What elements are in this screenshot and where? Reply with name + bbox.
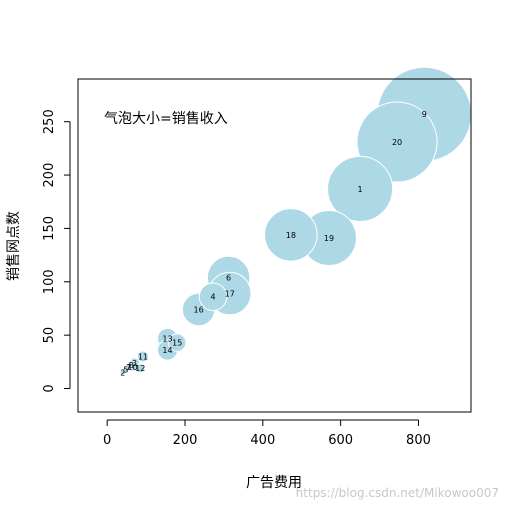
bubble-label-8: 8: [129, 361, 134, 370]
bubbles-layer: [119, 66, 472, 376]
x-tick-label-0: 0: [103, 433, 111, 448]
bubble-label-14: 14: [162, 346, 172, 355]
y-tick-label-100: 100: [42, 269, 57, 294]
bubble-label-10: 10: [127, 363, 137, 372]
plot-frame: [77, 78, 472, 413]
y-tick-label-0: 0: [42, 384, 57, 392]
bubble-label-2: 2: [120, 369, 125, 378]
bubble-11: [136, 350, 149, 363]
bubble-label-16: 16: [194, 306, 204, 315]
x-tick-label-600: 600: [328, 433, 353, 448]
y-tick-label-200: 200: [42, 163, 57, 188]
x-tick-label-800: 800: [406, 433, 431, 448]
bubble-label-1: 1: [358, 185, 363, 194]
y-tick-label-50: 50: [42, 327, 57, 344]
bubble-label-7: 7: [126, 363, 131, 372]
x-tick-label-400: 400: [250, 433, 275, 448]
watermark: https://blog.csdn.net/Mikowoo007: [296, 486, 499, 500]
bubble-4: [198, 282, 228, 311]
bubble-label-13: 13: [162, 334, 172, 343]
bubble-1: [327, 155, 394, 222]
bubble-label-17: 17: [225, 290, 235, 299]
x-axis: 0 200 400 600 800: [103, 419, 431, 448]
y-axis: 0 50 100 150 200 250: [42, 109, 71, 393]
bubble-label-18: 18: [286, 231, 296, 240]
y-axis-label: 销售网点数: [6, 211, 22, 281]
y-tick-label-250: 250: [42, 109, 57, 134]
bubble-18: [264, 208, 318, 262]
bubble-label-20: 20: [392, 138, 402, 147]
bubble-label-6: 6: [226, 274, 231, 283]
y-tick-label-150: 150: [42, 216, 57, 241]
bubble-label-15: 15: [172, 339, 182, 348]
bubble-label-11: 11: [138, 353, 148, 362]
bubble-label-4: 4: [210, 293, 215, 302]
bubble-2: [119, 369, 126, 376]
chart-annotation: 气泡大小=销售收入: [104, 111, 228, 127]
bubble-label-3: 3: [132, 359, 137, 368]
bubble-label-12: 12: [135, 364, 145, 373]
bubble-label-19: 19: [324, 234, 334, 243]
bubble-15: [167, 333, 187, 352]
x-tick-label-200: 200: [173, 433, 198, 448]
bubble-label-9: 9: [422, 110, 427, 119]
x-axis-label: 广告费用: [246, 475, 302, 491]
bubble-label-5: 5: [123, 365, 128, 374]
